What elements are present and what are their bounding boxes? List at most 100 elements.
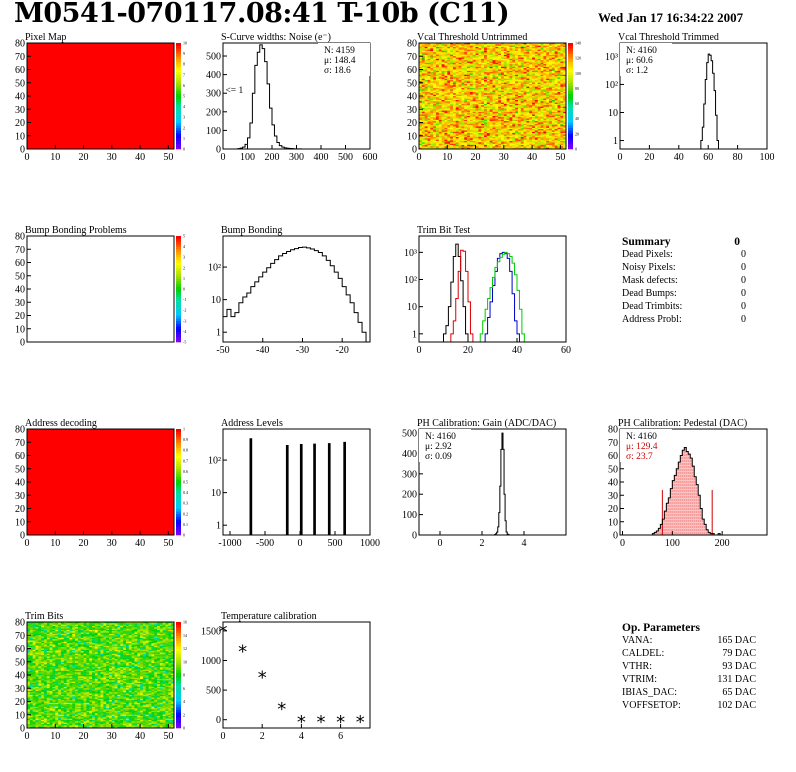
heatmap-cell [520,73,524,76]
heatmap-cell [537,62,541,65]
color-bar-label: 80 [575,86,579,91]
heatmap-cell [433,115,437,118]
heatmap-cell [419,68,423,70]
heatmap-cell [543,114,547,117]
color-bar-label: 1 [183,276,185,281]
heatmap-cell [478,119,482,122]
heatmap-cell [435,86,440,89]
heatmap-cell [444,78,448,81]
heatmap-cell [537,106,541,109]
heatmap-cell [435,45,440,48]
color-bar-label: 2 [183,125,185,130]
heatmap-cell [517,76,522,78]
heatmap-cell [467,134,471,137]
heatmap-cell [515,64,519,66]
heatmap-cell [444,77,448,80]
y-tick-label: 30 [407,105,417,116]
heatmap-cell [563,52,567,54]
heatmap-cell [520,105,524,107]
heatmap-cell [500,134,505,137]
heatmap-cell [441,118,445,121]
heatmap-cell [529,129,533,131]
heatmap-cell [537,69,541,72]
heatmap-cell [472,115,476,118]
heatmap-cell [512,142,516,145]
heatmap-cell [540,73,544,76]
heatmap-cell [489,74,493,77]
heatmap-cell [526,101,530,103]
heatmap-cell [469,68,474,70]
heatmap-cell [444,121,448,123]
heatmap-cell [503,56,507,58]
heatmap-cell [500,130,505,133]
heatmap-cell [481,106,485,109]
heatmap-cell [481,133,485,135]
heatmap-cell [563,44,567,46]
heatmap-cell [452,93,457,95]
heatmap-cell [498,62,502,65]
heatmap-cell [526,65,530,68]
heatmap-cell [435,142,440,145]
heatmap-cell [469,96,474,98]
heatmap-cell [424,58,428,61]
heatmap-cell [441,43,445,45]
heatmap-cell [489,110,493,113]
heatmap-cell [549,46,553,49]
heatmap-cell [421,72,425,74]
heatmap-cell [532,145,536,147]
heatmap-cell [506,45,510,48]
heatmap-cell [484,86,488,89]
heatmap-cell [515,50,519,53]
heatmap-cell [543,57,547,60]
heatmap-cell [467,82,471,85]
heatmap-cell [551,58,555,61]
color-bar-label: 5 [183,94,185,99]
heatmap-cell [537,58,541,61]
heatmap-cell [481,54,485,57]
heatmap-cell [495,72,499,74]
heatmap-cell [526,49,530,52]
heatmap-cell [495,84,499,86]
heatmap-cell [438,134,442,137]
heatmap-cell [441,85,445,88]
heatmap-cell [427,122,431,125]
heatmap-cell [551,111,555,114]
histogram-bar [692,466,695,535]
heatmap-cell [427,129,431,131]
heatmap-cell [495,64,499,66]
heatmap-cell [543,147,547,150]
heatmap-cell [537,94,541,97]
heatmap-cell [563,114,567,117]
heatmap-cell [452,66,457,69]
heatmap-cell [495,114,499,117]
heatmap-cell [495,125,499,127]
heatmap-cell [421,80,425,82]
heatmap-cell [478,80,482,82]
heatmap-cell [495,45,499,48]
heatmap-cell [503,147,507,150]
heatmap-cell [441,44,445,46]
heatmap-cell [427,73,431,76]
heatmap-cell [430,48,434,50]
heatmap-cell [509,127,513,130]
heatmap-cell [427,88,431,90]
heatmap-cell [554,70,558,73]
heatmap-cell [464,134,468,137]
heatmap-cell [549,49,553,52]
heatmap-cell [534,82,539,85]
heatmap-cell [455,90,459,93]
color-bar-label: 4 [183,104,185,109]
color-bar-label: -4 [183,329,186,334]
heatmap-cell [520,141,524,143]
heatmap-cell [433,57,437,60]
y-tick-label: 300 [206,89,221,100]
heatmap-cell [452,61,457,64]
heatmap-cell [424,65,428,68]
heatmap-cell [467,69,471,72]
heatmap-cell [452,119,457,122]
heatmap-cell [478,125,482,127]
heatmap-cell [563,94,567,97]
heatmap-cell [467,90,471,93]
heatmap-cell [430,77,434,80]
